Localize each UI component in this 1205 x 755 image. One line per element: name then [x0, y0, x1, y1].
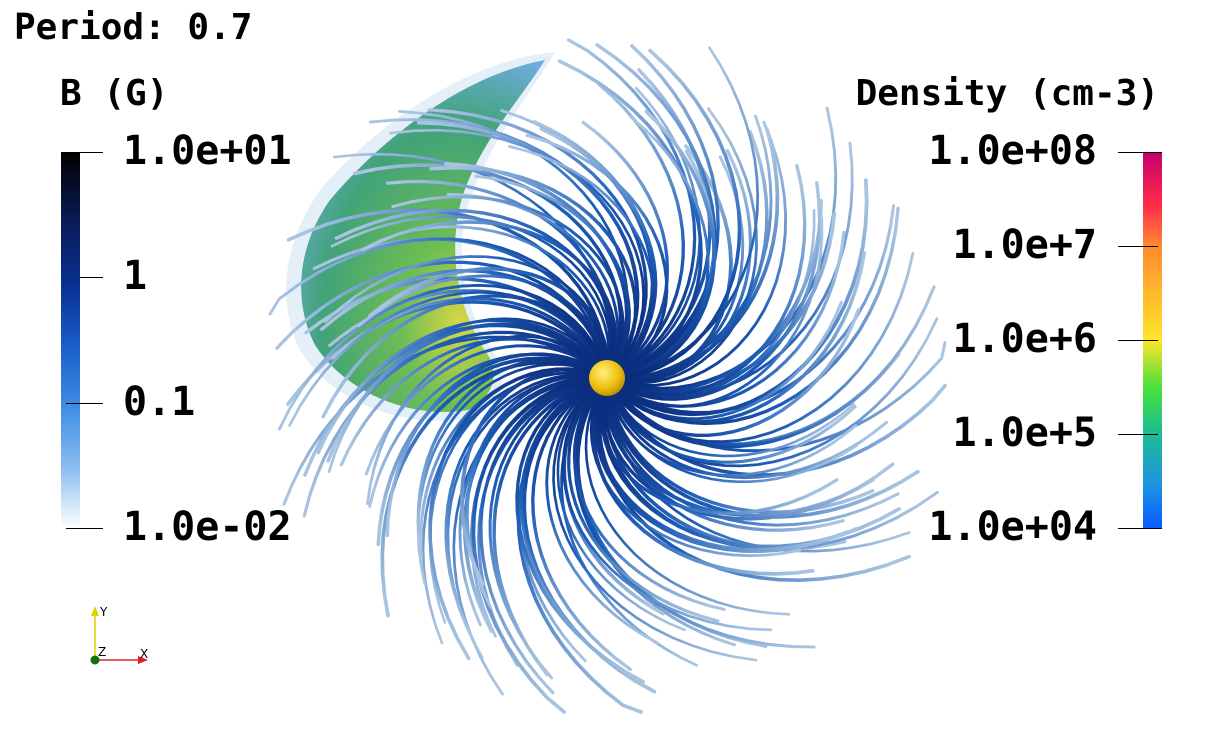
- b-tick-label: 1.0e-02: [123, 504, 292, 550]
- field-line: [611, 308, 861, 437]
- field-line: [545, 383, 659, 645]
- b-tick-mark: [61, 152, 103, 153]
- field-line: [286, 208, 609, 367]
- field-line: [368, 266, 610, 367]
- field-line: [606, 389, 920, 519]
- field-line: [567, 386, 720, 623]
- field-line: [617, 163, 807, 398]
- density-tick-mark: [1118, 434, 1158, 435]
- b-tick-label: 1.0e+01: [123, 128, 292, 174]
- b-colorbar-title: B (G): [60, 73, 169, 114]
- b-tick-label: 0.1: [123, 379, 196, 425]
- b-tick-label: 1: [123, 253, 148, 299]
- period-title: Period: 0.7: [14, 7, 253, 48]
- z-axis-dot-icon: [90, 655, 100, 665]
- density-tick-label: 1.0e+04: [928, 504, 1097, 550]
- field-line: [572, 386, 726, 611]
- b-tick-mark: [80, 277, 103, 278]
- field-line: [584, 388, 791, 616]
- field-line: [479, 378, 595, 695]
- magnetic-field-lines: [268, 38, 947, 714]
- field-line: [619, 115, 710, 379]
- field-line: [444, 373, 595, 645]
- field-line: [471, 377, 595, 714]
- field-line: [366, 334, 600, 506]
- field-line: [619, 48, 742, 380]
- field-line: [619, 46, 760, 378]
- field-line: [327, 317, 602, 473]
- x-axis-label: X: [140, 647, 148, 661]
- field-line: [525, 133, 669, 374]
- density-tick-mark: [1118, 528, 1162, 529]
- field-line: [429, 165, 638, 370]
- field-line: [391, 195, 625, 368]
- density-tick-label: 1.0e+7: [952, 222, 1098, 268]
- field-line: [566, 38, 697, 374]
- star-sphere: [589, 360, 625, 396]
- field-line: [556, 385, 686, 632]
- field-line: [428, 367, 596, 661]
- x-axis-arrow-icon: [138, 656, 148, 664]
- field-line: [412, 225, 611, 366]
- y-axis-label: Y: [99, 605, 108, 619]
- density-tick-mark: [1118, 340, 1158, 341]
- field-line: [589, 388, 802, 558]
- field-line: [357, 274, 608, 366]
- field-line: [598, 389, 839, 516]
- orientation-axes: Y Z X: [90, 605, 148, 665]
- field-line: [339, 337, 599, 467]
- field-line: [385, 352, 598, 538]
- density-tick-label: 1.0e+08: [928, 128, 1097, 174]
- density-tick-label: 1.0e+6: [952, 316, 1098, 362]
- field-line: [607, 390, 858, 477]
- field-line: [617, 208, 816, 399]
- field-line: [288, 290, 604, 427]
- field-line: [618, 120, 788, 387]
- field-line: [619, 107, 758, 385]
- field-line: [462, 375, 595, 633]
- z-axis-label: Z: [98, 645, 106, 659]
- field-line: [416, 357, 597, 558]
- field-line: [614, 251, 867, 424]
- field-line: [474, 174, 631, 369]
- field-line: [615, 178, 869, 417]
- field-line: [616, 216, 824, 408]
- field-line: [508, 145, 655, 372]
- density-tick-mark: [1118, 152, 1162, 153]
- field-line: [561, 385, 773, 632]
- field-line: [330, 215, 613, 366]
- y-axis-arrow-icon: [91, 606, 99, 616]
- field-line: [581, 120, 670, 373]
- field-line: [515, 380, 646, 684]
- field-line: [321, 294, 606, 419]
- field-line: [352, 163, 623, 368]
- field-line: [360, 220, 618, 367]
- field-line: [616, 181, 822, 401]
- field-line: [619, 149, 716, 378]
- b-colorbar: [61, 152, 80, 528]
- field-line: [557, 59, 703, 377]
- field-line: [609, 389, 857, 464]
- field-line: [616, 204, 896, 415]
- field-line: [500, 109, 654, 371]
- field-line: [591, 388, 815, 576]
- field-line: [459, 367, 596, 586]
- field-line: [531, 383, 632, 671]
- density-tick-mark: [1118, 246, 1158, 247]
- field-line: [312, 237, 607, 366]
- b-tick-mark: [66, 403, 103, 404]
- density-tick-label: 1.0e+5: [952, 410, 1098, 456]
- field-line: [389, 128, 645, 370]
- field-line: [334, 208, 615, 367]
- field-line: [380, 360, 597, 618]
- field-line: [488, 379, 595, 680]
- field-line: [611, 389, 855, 458]
- field-line: [277, 283, 605, 431]
- field-line: [275, 260, 607, 367]
- b-tick-mark: [66, 528, 103, 529]
- field-line: [593, 388, 858, 554]
- density-colorbar-title: Density (cm-3): [855, 73, 1159, 114]
- field-line: [552, 384, 758, 662]
